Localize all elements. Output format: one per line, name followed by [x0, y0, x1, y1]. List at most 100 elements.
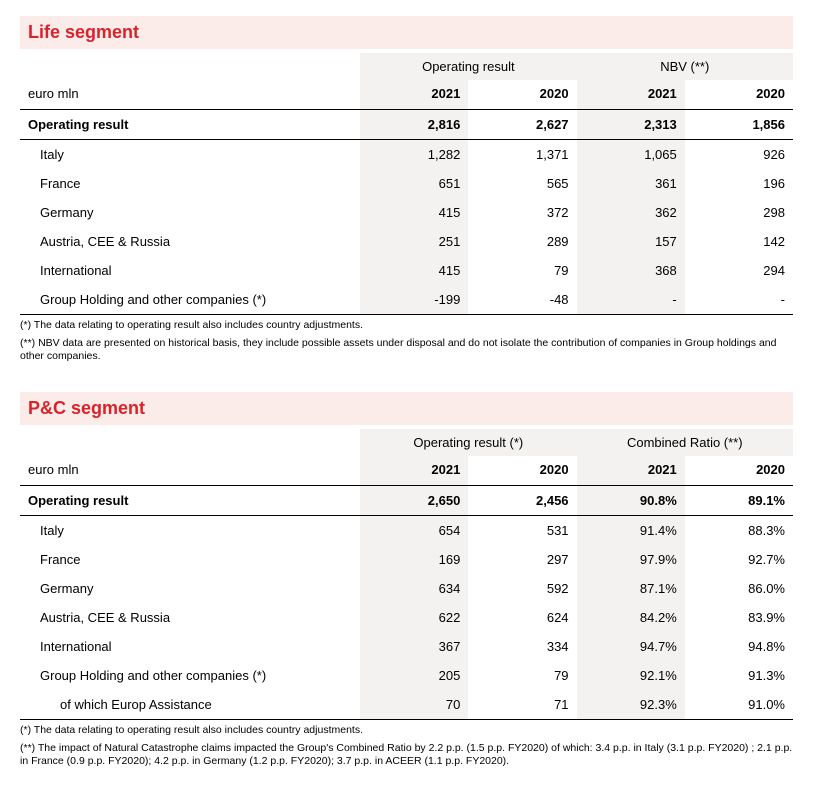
- life-cell: 368: [577, 256, 685, 285]
- life-group-header-1: Operating result: [360, 53, 576, 80]
- life-cell: -199: [360, 285, 468, 315]
- pc-cell: 654: [360, 515, 468, 545]
- life-segment-title: Life segment: [20, 16, 793, 49]
- pc-year-row: euro mln 2021 2020 2021 2020: [20, 456, 793, 486]
- pc-cell: 169: [360, 545, 468, 574]
- life-row: Germany 415 372 362 298: [20, 198, 793, 227]
- life-cell: 142: [685, 227, 793, 256]
- pc-cell: 531: [468, 515, 576, 545]
- life-total-c4: 1,856: [685, 110, 793, 140]
- pc-cell: 70: [360, 690, 468, 720]
- life-row-label: Group Holding and other companies (*): [20, 285, 360, 315]
- life-total-c3: 2,313: [577, 110, 685, 140]
- pc-group-header-2: Combined Ratio (**): [577, 429, 793, 456]
- pc-total-c4: 89.1%: [685, 485, 793, 515]
- life-cell: 372: [468, 198, 576, 227]
- life-table: Operating result NBV (**) euro mln 2021 …: [20, 53, 793, 315]
- pc-group-header-1: Operating result (*): [360, 429, 576, 456]
- pc-cell: 94.8%: [685, 632, 793, 661]
- life-row-label: Austria, CEE & Russia: [20, 227, 360, 256]
- pc-row-label: Group Holding and other companies (*): [20, 661, 360, 690]
- life-year-1: 2021: [360, 80, 468, 110]
- pc-cell: 86.0%: [685, 574, 793, 603]
- life-total-c1: 2,816: [360, 110, 468, 140]
- pc-year-4: 2020: [685, 456, 793, 486]
- pc-year-2: 2020: [468, 456, 576, 486]
- pc-cell: 91.4%: [577, 515, 685, 545]
- life-group-header-row: Operating result NBV (**): [20, 53, 793, 80]
- pc-segment-title: P&C segment: [20, 392, 793, 425]
- pc-row-label: Germany: [20, 574, 360, 603]
- life-group-header-2: NBV (**): [577, 53, 793, 80]
- pc-cell: 71: [468, 690, 576, 720]
- pc-cell: 592: [468, 574, 576, 603]
- pc-cell: 87.1%: [577, 574, 685, 603]
- life-total-c2: 2,627: [468, 110, 576, 140]
- pc-cell: 92.3%: [577, 690, 685, 720]
- pc-total-row: Operating result 2,650 2,456 90.8% 89.1%: [20, 485, 793, 515]
- pc-year-1: 2021: [360, 456, 468, 486]
- life-cell: 362: [577, 198, 685, 227]
- pc-footnote-2: (**) The impact of Natural Catastrophe c…: [20, 742, 793, 769]
- pc-row: International 367 334 94.7% 94.8%: [20, 632, 793, 661]
- pc-year-3: 2021: [577, 456, 685, 486]
- pc-row-label: Austria, CEE & Russia: [20, 603, 360, 632]
- life-cell: 565: [468, 169, 576, 198]
- life-cell: 415: [360, 198, 468, 227]
- life-year-2: 2020: [468, 80, 576, 110]
- life-cell: 79: [468, 256, 576, 285]
- pc-cell: 97.9%: [577, 545, 685, 574]
- life-row: International 415 79 368 294: [20, 256, 793, 285]
- life-year-4: 2020: [685, 80, 793, 110]
- pc-cell: 297: [468, 545, 576, 574]
- pc-row-label: Italy: [20, 515, 360, 545]
- life-year-3: 2021: [577, 80, 685, 110]
- pc-cell: 622: [360, 603, 468, 632]
- life-cell: 289: [468, 227, 576, 256]
- life-year-row: euro mln 2021 2020 2021 2020: [20, 80, 793, 110]
- pc-total-label: Operating result: [20, 485, 360, 515]
- life-row: France 651 565 361 196: [20, 169, 793, 198]
- pc-cell: 84.2%: [577, 603, 685, 632]
- pc-group-header-row: Operating result (*) Combined Ratio (**): [20, 429, 793, 456]
- pc-cell: 624: [468, 603, 576, 632]
- pc-row: Group Holding and other companies (*) 20…: [20, 661, 793, 690]
- pc-cell: 205: [360, 661, 468, 690]
- life-cell: 196: [685, 169, 793, 198]
- pc-cell: 334: [468, 632, 576, 661]
- pc-cell: 88.3%: [685, 515, 793, 545]
- pc-cell: 79: [468, 661, 576, 690]
- life-cell: 361: [577, 169, 685, 198]
- life-footnote-1: (*) The data relating to operating resul…: [20, 319, 793, 333]
- pc-cell: 83.9%: [685, 603, 793, 632]
- pc-total-c1: 2,650: [360, 485, 468, 515]
- pc-cell: 91.0%: [685, 690, 793, 720]
- pc-row-label: France: [20, 545, 360, 574]
- life-row: Group Holding and other companies (*) -1…: [20, 285, 793, 315]
- pc-row: France 169 297 97.9% 92.7%: [20, 545, 793, 574]
- life-cell: 1,065: [577, 140, 685, 170]
- life-cell: 298: [685, 198, 793, 227]
- life-cell: 415: [360, 256, 468, 285]
- pc-cell: 92.7%: [685, 545, 793, 574]
- life-row-label: France: [20, 169, 360, 198]
- pc-total-c2: 2,456: [468, 485, 576, 515]
- pc-footnote-1: (*) The data relating to operating resul…: [20, 724, 793, 738]
- pc-total-c3: 90.8%: [577, 485, 685, 515]
- life-total-label: Operating result: [20, 110, 360, 140]
- life-row-label: International: [20, 256, 360, 285]
- pc-subrow-label: of which Europ Assistance: [20, 690, 360, 720]
- pc-cell: 634: [360, 574, 468, 603]
- life-unit-label: euro mln: [20, 80, 360, 110]
- life-cell: 157: [577, 227, 685, 256]
- life-cell: 1,282: [360, 140, 468, 170]
- pc-subrow: of which Europ Assistance 70 71 92.3% 91…: [20, 690, 793, 720]
- life-row-label: Italy: [20, 140, 360, 170]
- pc-row-label: International: [20, 632, 360, 661]
- pc-row: Germany 634 592 87.1% 86.0%: [20, 574, 793, 603]
- pc-cell: 91.3%: [685, 661, 793, 690]
- life-footnote-2: (**) NBV data are presented on historica…: [20, 337, 793, 364]
- pc-row: Austria, CEE & Russia 622 624 84.2% 83.9…: [20, 603, 793, 632]
- pc-cell: 92.1%: [577, 661, 685, 690]
- pc-cell: 94.7%: [577, 632, 685, 661]
